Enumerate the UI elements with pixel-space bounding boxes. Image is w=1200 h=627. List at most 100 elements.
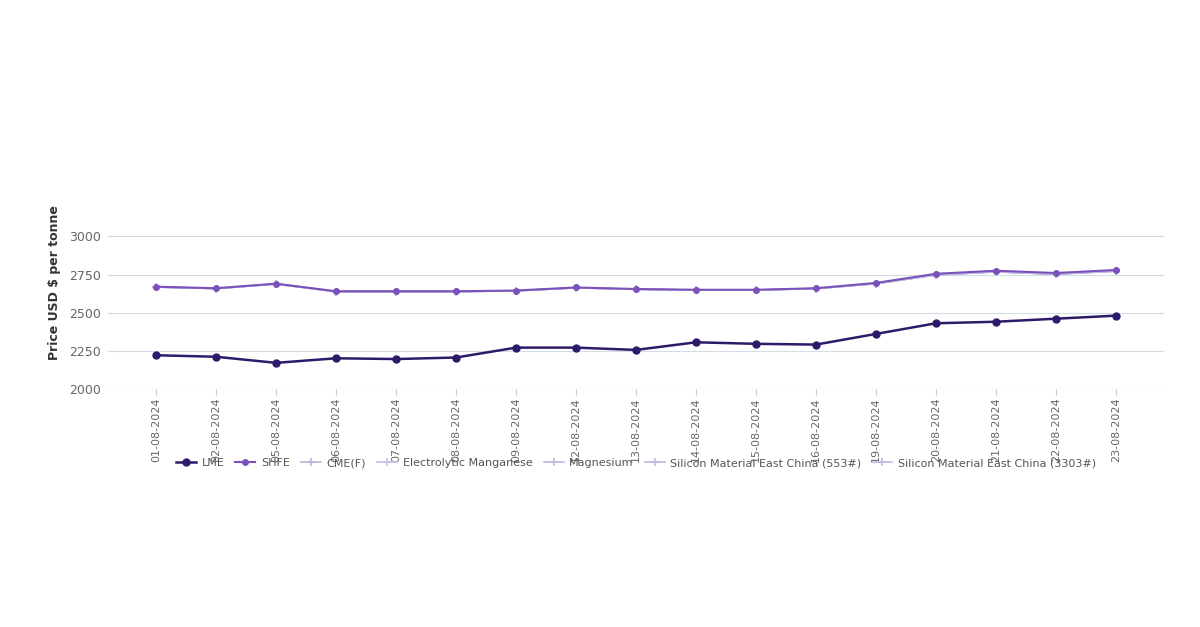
LME	[149, 352, 163, 359]
Silicon Material East China (3303#)	[449, 288, 463, 295]
Silicon Material East China (553#)	[929, 271, 943, 278]
Electrolytic Manganese	[509, 287, 523, 295]
SHFE	[449, 288, 463, 295]
Silicon Material East China (3303#)	[1049, 270, 1063, 278]
Electrolytic Manganese	[449, 288, 463, 295]
Magnesium	[329, 288, 343, 295]
CME(F)	[449, 288, 463, 295]
Magnesium	[389, 288, 403, 295]
Silicon Material East China (553#)	[389, 288, 403, 295]
Silicon Material East China (3303#)	[689, 287, 703, 294]
SHFE	[149, 283, 163, 290]
Electrolytic Manganese	[209, 285, 223, 292]
Electrolytic Manganese	[1049, 270, 1063, 278]
Magnesium	[989, 268, 1003, 275]
Magnesium	[809, 285, 823, 292]
Silicon Material East China (3303#)	[509, 287, 523, 295]
Silicon Material East China (553#)	[209, 285, 223, 292]
LME	[329, 354, 343, 362]
SHFE	[869, 279, 883, 287]
Electrolytic Manganese	[269, 280, 283, 288]
Silicon Material East China (3303#)	[629, 285, 643, 293]
Electrolytic Manganese	[989, 268, 1003, 275]
Magnesium	[269, 280, 283, 288]
LME	[629, 346, 643, 354]
CME(F)	[869, 280, 883, 287]
CME(F)	[929, 271, 943, 278]
LME	[689, 339, 703, 346]
SHFE	[749, 286, 763, 293]
Silicon Material East China (553#)	[1049, 270, 1063, 278]
CME(F)	[749, 287, 763, 294]
Silicon Material East China (553#)	[149, 283, 163, 291]
LME	[209, 353, 223, 361]
Magnesium	[629, 285, 643, 293]
Silicon Material East China (3303#)	[749, 287, 763, 294]
Silicon Material East China (3303#)	[1109, 267, 1123, 275]
LME	[1049, 315, 1063, 322]
SHFE	[569, 283, 583, 291]
Electrolytic Manganese	[629, 285, 643, 293]
Magnesium	[209, 285, 223, 292]
Silicon Material East China (3303#)	[869, 280, 883, 287]
Electrolytic Manganese	[749, 287, 763, 294]
Magnesium	[569, 284, 583, 292]
SHFE	[929, 270, 943, 278]
Legend: LME, SHFE, CME(F), Electrolytic Manganese, Magnesium, Silicon Material East Chin: LME, SHFE, CME(F), Electrolytic Manganes…	[172, 454, 1100, 473]
Magnesium	[509, 287, 523, 295]
Silicon Material East China (3303#)	[209, 285, 223, 292]
CME(F)	[569, 284, 583, 292]
SHFE	[209, 285, 223, 292]
Magnesium	[1109, 267, 1123, 275]
SHFE	[689, 286, 703, 293]
Magnesium	[689, 287, 703, 294]
LME	[269, 359, 283, 367]
Silicon Material East China (3303#)	[569, 284, 583, 292]
Line: SHFE: SHFE	[154, 267, 1118, 294]
Line: CME(F): CME(F)	[152, 267, 1120, 296]
Silicon Material East China (553#)	[269, 280, 283, 288]
CME(F)	[509, 287, 523, 295]
LME	[989, 318, 1003, 325]
Silicon Material East China (553#)	[749, 287, 763, 294]
Silicon Material East China (553#)	[449, 288, 463, 295]
Silicon Material East China (3303#)	[149, 283, 163, 291]
Silicon Material East China (3303#)	[269, 280, 283, 288]
Magnesium	[449, 288, 463, 295]
Electrolytic Manganese	[869, 280, 883, 287]
LME	[569, 344, 583, 351]
SHFE	[509, 287, 523, 294]
LME	[1109, 312, 1123, 319]
Silicon Material East China (3303#)	[329, 288, 343, 295]
Silicon Material East China (3303#)	[389, 288, 403, 295]
Line: Silicon Material East China (553#): Silicon Material East China (553#)	[152, 267, 1120, 296]
Electrolytic Manganese	[569, 284, 583, 292]
Line: Magnesium: Magnesium	[152, 267, 1120, 296]
CME(F)	[389, 288, 403, 295]
LME	[929, 320, 943, 327]
Electrolytic Manganese	[149, 283, 163, 291]
LME	[809, 341, 823, 349]
SHFE	[989, 267, 1003, 275]
CME(F)	[1049, 270, 1063, 278]
Electrolytic Manganese	[809, 285, 823, 292]
SHFE	[329, 288, 343, 295]
Electrolytic Manganese	[1109, 267, 1123, 275]
SHFE	[389, 288, 403, 295]
Line: LME: LME	[152, 312, 1120, 366]
Magnesium	[149, 283, 163, 291]
CME(F)	[809, 285, 823, 292]
Silicon Material East China (553#)	[329, 288, 343, 295]
CME(F)	[209, 285, 223, 292]
Silicon Material East China (553#)	[1109, 267, 1123, 275]
SHFE	[629, 285, 643, 293]
SHFE	[1109, 266, 1123, 274]
CME(F)	[1109, 267, 1123, 275]
CME(F)	[629, 285, 643, 293]
LME	[749, 340, 763, 347]
Magnesium	[929, 271, 943, 278]
Silicon Material East China (553#)	[689, 287, 703, 294]
Silicon Material East China (553#)	[809, 285, 823, 292]
SHFE	[809, 285, 823, 292]
Magnesium	[1049, 270, 1063, 278]
